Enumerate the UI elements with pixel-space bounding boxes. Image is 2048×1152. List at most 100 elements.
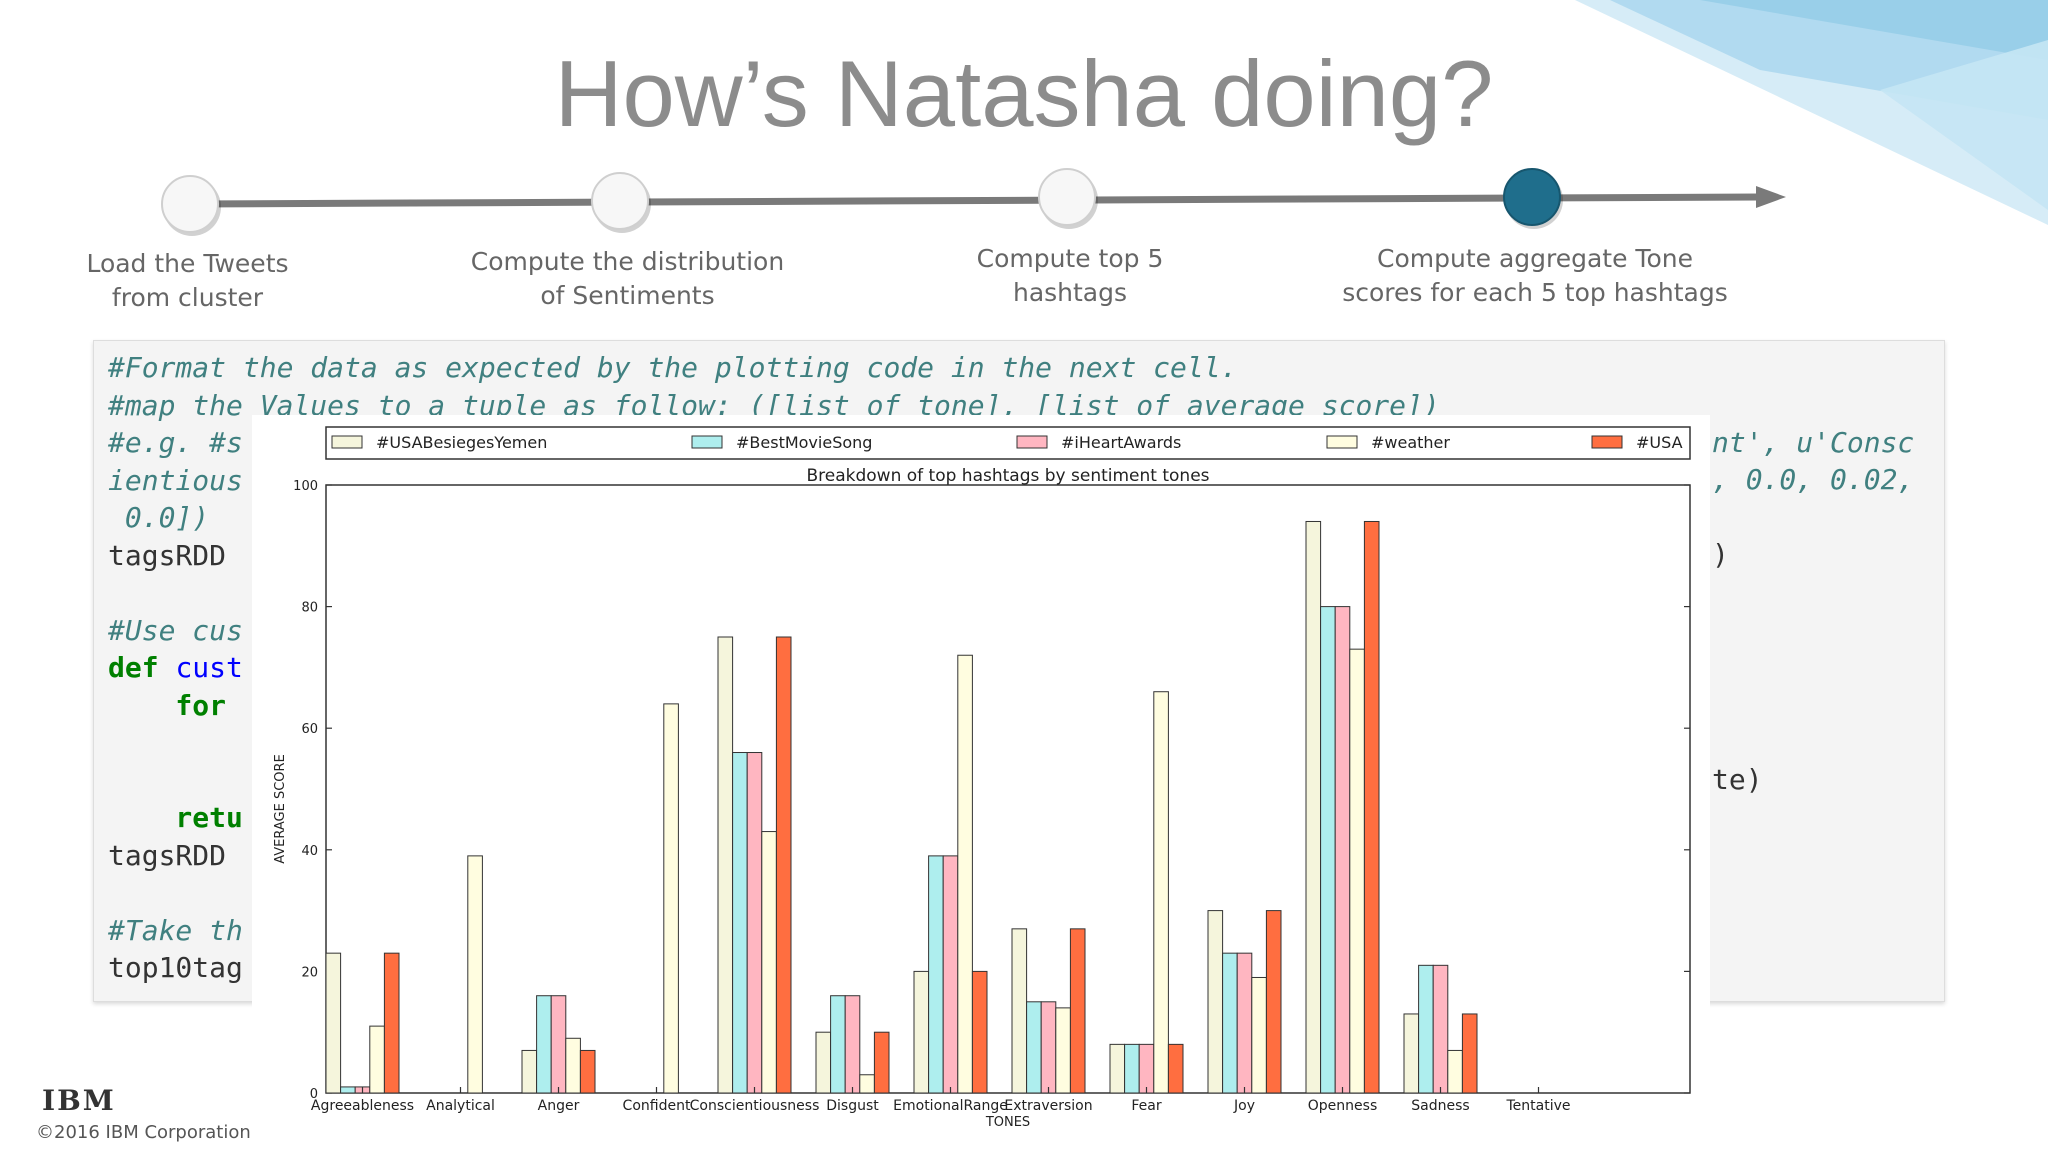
bar [844,995,861,1094]
code-line: tagsRDD [108,539,226,572]
bar [325,952,342,1094]
copyright-text: ©2016 IBM Corporation [36,1122,251,1143]
bar [957,654,973,1094]
bar [1403,1013,1420,1094]
bar [815,1031,832,1094]
code-token: 0.0]) [108,501,210,534]
step-dot-1[interactable] [161,175,219,233]
x-tick-label: Joy [1233,1098,1255,1114]
bar [1011,928,1028,1094]
bar [1222,952,1238,1094]
bar [369,1025,385,1094]
bar [1418,964,1434,1094]
y-tick-label: 100 [293,479,318,494]
timeline-arrowhead [1756,186,1786,208]
code-line: #Format the data as expected by the plot… [108,351,1237,384]
x-tick-label: Openness [1308,1098,1377,1114]
legend-entry: #iHeartAwards [1061,433,1181,452]
code-line: #e.g. #s [108,426,243,459]
x-tick-label: Conscientiousness [690,1098,820,1114]
step-dot-3[interactable] [1038,168,1096,226]
bar [1461,1013,1478,1094]
bar [1349,648,1365,1094]
code-token: for [108,688,227,722]
bar [340,1086,356,1094]
y-tick-label: 20 [301,965,318,980]
code-line: #Use cus [108,614,243,647]
step-label-1: Load the Tweets from cluster [86,249,289,312]
bar [942,855,959,1094]
bar [1153,691,1169,1094]
code-fragment: ) [1712,538,1729,571]
x-tick-label: Extraversion [1004,1098,1092,1114]
legend-swatch [691,435,723,449]
legend-swatch [1326,435,1358,449]
bar [1109,1043,1126,1094]
bar [565,1037,581,1094]
code-token: def [108,651,176,684]
bar [913,970,930,1094]
bar [467,855,483,1094]
bar [1447,1049,1463,1094]
bar [383,952,400,1094]
bar [1432,964,1449,1094]
x-tick-label: Sadness [1411,1098,1469,1114]
code-token: ientious [108,463,243,497]
bar [1207,910,1224,1094]
step-dot-4[interactable] [1503,168,1561,226]
code-line: ientious [108,464,243,497]
bar-chart: #USABesiegesYemen #BestMovieSong #iHeartAw… [273,426,1691,1127]
code-token: cust [175,651,243,684]
decor-shape-4 [1880,40,2048,210]
code-line: #Take th [108,914,243,947]
bar [1167,1043,1184,1094]
legend-swatch [331,435,363,449]
bar [873,1031,890,1094]
y-axis-label: AVERAGE SCORE [273,754,288,864]
bar [1069,928,1086,1094]
bar [536,995,552,1094]
bar [1236,952,1253,1094]
code-line: def cust [108,651,243,684]
code-token: #Format the data as expected by the plot… [108,351,1238,384]
bar [1138,1043,1155,1094]
bar [521,1049,538,1094]
code-token: tagsRDD [108,538,227,572]
bar [830,995,846,1094]
legend-swatch [1016,435,1048,449]
bar [1305,520,1322,1094]
x-tick-label: Fear [1131,1098,1161,1114]
x-tick-label: Anger [538,1098,580,1114]
x-tick-label: EmotionalRange [893,1098,1008,1114]
x-tick-label: Analytical [426,1098,495,1114]
code-line: retu [108,801,243,834]
slide-title: How’s Natasha doing? [554,41,1494,146]
step-dot-2[interactable] [591,172,649,230]
bar [1124,1043,1140,1094]
code-token: #Use cus [108,613,243,647]
x-tick-label: Confident [623,1098,691,1114]
y-tick-label: 80 [301,601,318,616]
bar [550,995,567,1094]
y-tick-label: 60 [301,722,318,737]
y-tick-label: 40 [301,844,318,859]
legend-entry: #USA [1636,433,1683,452]
x-tick-label: Disgust [826,1098,879,1114]
step-label-2: Compute the distribution of Sentiments [470,247,785,310]
bar [1055,1007,1071,1094]
y-tick-label: 0 [310,1087,318,1102]
bar [732,752,748,1094]
legend-entry: #weather [1371,433,1450,452]
legend-swatch [1591,435,1623,449]
timeline-line [189,193,1761,208]
code-token: #e.g. #s [108,426,243,459]
bar [971,970,988,1094]
chart-title: Breakdown of top hashtags by sentiment t… [806,466,1209,486]
code-token: retu [108,801,243,834]
code-token: #Take th [108,913,243,947]
code-token: top10tag [108,951,243,984]
bar [1251,976,1267,1094]
legend: #USABesiegesYemen #BestMovieSong #iHeartAw… [325,426,1691,460]
